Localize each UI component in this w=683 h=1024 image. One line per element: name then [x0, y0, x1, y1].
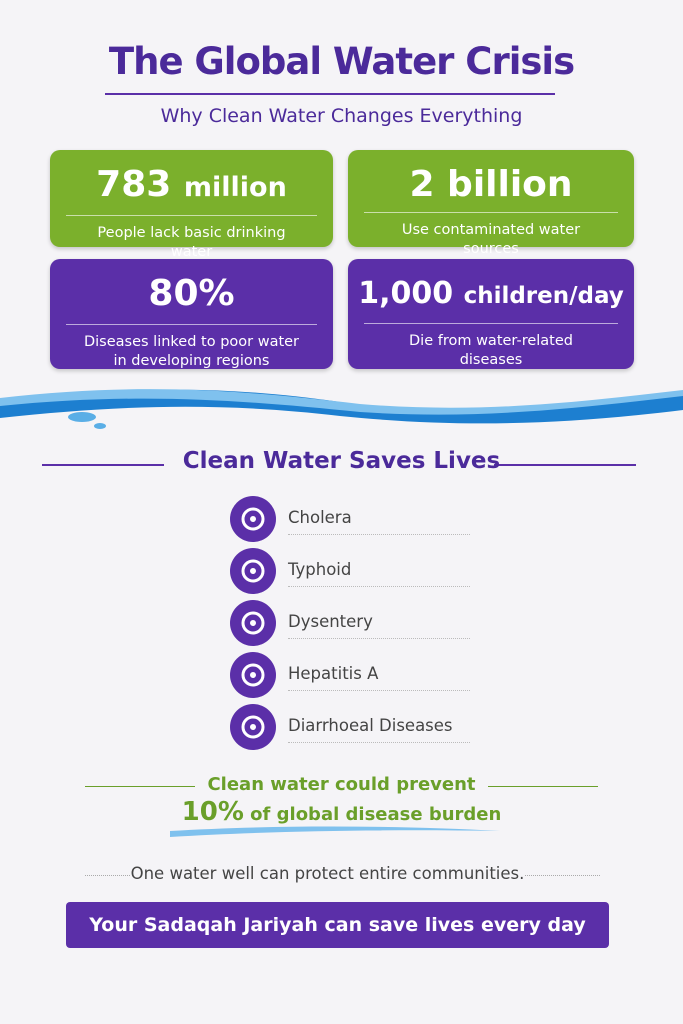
- disease-item: Cholera: [230, 496, 470, 542]
- rule: [525, 875, 600, 876]
- stat-card: 783 million People lack basic drinking w…: [50, 150, 333, 260]
- stat-label: People lack basic drinking water: [97, 225, 286, 260]
- rule: [42, 464, 164, 466]
- stat-number: 1,000: [358, 276, 454, 311]
- stat-card: 1,000 children/day Die from water-relate…: [348, 259, 634, 369]
- note: One water well can protect entire commun…: [130, 864, 525, 883]
- stat-card: 2 billion Use contaminated water sources: [348, 150, 634, 257]
- disease-name: Cholera: [288, 508, 352, 527]
- disease-name: Dysentery: [288, 612, 373, 631]
- rule: [488, 786, 598, 787]
- stat-number: 2: [409, 164, 435, 205]
- disease-item: Diarrhoeal Diseases: [230, 704, 470, 750]
- disease-item: Hepatitis A: [230, 652, 470, 698]
- disease-icon: [230, 704, 276, 750]
- stat-label: Use contaminated water sources: [401, 222, 581, 257]
- rule: [494, 464, 636, 466]
- disease-icon: [230, 496, 276, 542]
- section-title: Clean Water Saves Lives: [182, 448, 501, 474]
- disease-icon: [230, 600, 276, 646]
- disease-item: Dysentery: [230, 600, 470, 646]
- title-rule: [105, 93, 555, 95]
- disease-icon: [230, 652, 276, 698]
- disease-name: Hepatitis A: [288, 664, 379, 683]
- stat-unit: children/day: [463, 283, 624, 309]
- prevention-line: Clean water could prevent: [207, 774, 476, 795]
- prevention-line: 10% of global disease burden: [0, 797, 683, 827]
- title: The Global Water Crisis: [108, 40, 575, 83]
- wave: [170, 826, 500, 837]
- disease-name: Diarrhoeal Diseases: [288, 716, 453, 735]
- banner: Your Sadaqah Jariyah can save lives ever…: [66, 902, 609, 948]
- stat-number: 80%: [148, 273, 235, 314]
- subtitle: Why Clean Water Changes Everything: [160, 105, 523, 127]
- rule: [85, 875, 130, 876]
- disease-item: Typhoid: [230, 548, 470, 594]
- highlight: 10%: [181, 797, 244, 827]
- rule: [85, 786, 195, 787]
- stat-unit: million: [183, 172, 287, 203]
- disease-icon: [230, 548, 276, 594]
- wave: [0, 389, 683, 429]
- disease-name: Typhoid: [288, 560, 352, 579]
- stat-label: Diseases linked to poor water in develop…: [83, 334, 300, 369]
- prevention-text: of global disease burden: [250, 804, 502, 825]
- stat-label: Die from water-related diseases: [409, 333, 573, 368]
- stat-card: 80% Diseases linked to poor water in dev…: [50, 259, 333, 369]
- stat-number: 783: [96, 164, 172, 205]
- stat-unit: billion: [447, 164, 573, 205]
